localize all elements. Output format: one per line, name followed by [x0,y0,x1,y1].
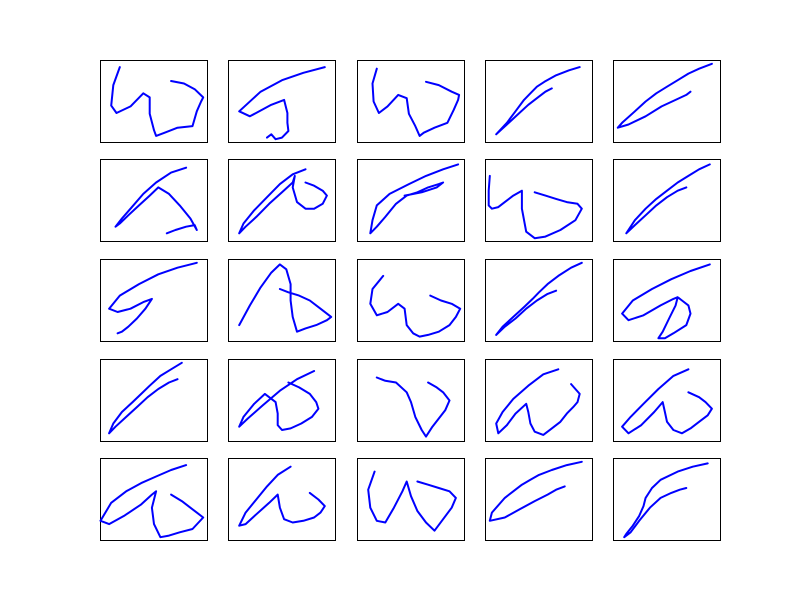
series-line [238,168,328,235]
panel-frame [100,159,208,242]
panel-frame [228,359,336,442]
series-line [371,67,461,137]
panel-grid [99,60,721,541]
panel-1-5 [613,60,721,143]
panel-2-1 [100,159,208,242]
panel-5-4 [485,458,593,541]
panel-frame [613,259,721,342]
panel-frame [228,259,336,342]
panel-frame [228,159,336,242]
series-line [369,274,462,338]
panel-3-5 [613,259,721,342]
panel-4-1 [100,359,208,442]
series-line [238,465,326,527]
panel-frame [485,159,593,242]
panel-5-5 [613,458,721,541]
series-line [495,66,581,136]
panel-frame [100,359,208,442]
panel-1-3 [357,60,465,143]
series-line [495,368,581,436]
series-line [369,163,460,235]
panel-4-4 [485,359,593,442]
series-line [623,462,709,539]
series-line [616,62,713,129]
series-line [114,166,198,235]
panel-2-3 [357,159,465,242]
series-line [99,464,205,539]
panel-1-2 [228,60,336,143]
panel-3-1 [100,259,208,342]
panel-1-1 [100,60,208,143]
series-line [238,66,326,141]
panel-5-2 [228,458,336,541]
series-line [487,174,583,240]
panel-1-4 [485,60,593,143]
series-line [621,263,711,340]
panel-4-5 [613,359,721,442]
panel-2-5 [613,159,721,242]
panel-3-2 [228,259,336,342]
panel-5-3 [357,458,465,541]
series-line [108,261,198,335]
panel-4-2 [228,359,336,442]
series-line [238,263,333,333]
series-line [110,66,205,137]
series-line [495,261,583,336]
panel-2-4 [485,159,593,242]
panel-4-3 [357,359,465,442]
series-line [488,460,583,522]
panel-2-2 [228,159,336,242]
panel-frame [357,458,465,541]
panel-3-4 [485,259,593,342]
panel-frame [613,60,721,143]
series-line [108,361,183,435]
series-line [621,368,713,435]
series-line [238,370,320,431]
panel-frame [357,60,465,143]
series-line [367,470,457,532]
panel-3-3 [357,259,465,342]
series-line [375,376,451,438]
series-line [625,163,711,235]
panel-frame [100,259,208,342]
panel-5-1 [99,458,208,541]
